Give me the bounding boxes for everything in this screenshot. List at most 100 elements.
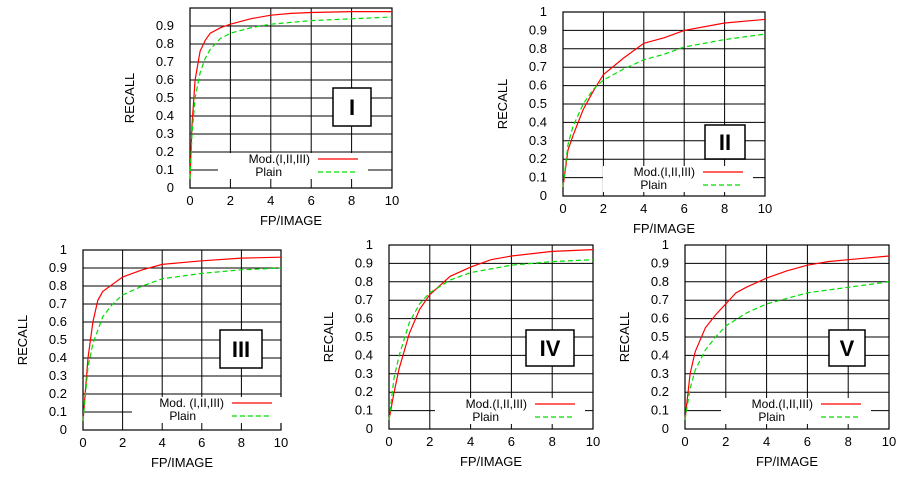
y-tick-label: 0.6 — [156, 72, 174, 87]
y-tick-label: 0 — [540, 188, 547, 203]
x-tick-label: 0 — [559, 201, 566, 216]
y-tick-label: 0.6 — [529, 78, 547, 93]
chart-panel-III: 0 2 4 6 8 10 0 0.1 0.2 0.3 0.4 0.5 0.6 0.7 0.8 0.9 1 FP/I… — [15, 242, 288, 470]
series-line-plain — [189, 16, 393, 180]
legend-label: Mod.(I,II,III) — [752, 397, 813, 411]
y-tick-label: 0.5 — [651, 329, 669, 344]
y-tick-label: 0.8 — [49, 278, 67, 293]
y-tick-label: 0.5 — [49, 332, 67, 347]
x-tick-label: 4 — [159, 435, 166, 450]
x-tick-label: 0 — [186, 193, 193, 208]
y-tick-label: 0 — [167, 180, 174, 195]
y-tick-label: 0.6 — [49, 314, 67, 329]
legend-background — [603, 179, 753, 192]
y-tick-label: 0.2 — [49, 386, 67, 401]
y-tick-label: 0.3 — [355, 366, 373, 381]
y-tick-label: 0.3 — [529, 133, 547, 148]
y-tick-label: 0.4 — [355, 347, 373, 362]
x-tick-label: 6 — [198, 435, 205, 450]
y-tick-label: 0.1 — [355, 403, 373, 418]
y-tick-label: 0.5 — [529, 96, 547, 111]
panel-label: II — [719, 130, 731, 155]
legend-label: Plain — [255, 165, 282, 179]
y-tick-label: 0.4 — [49, 350, 67, 365]
y-tick-label: 0.1 — [156, 162, 174, 177]
chart-panel-I: 0 2 4 6 8 10 0 0.1 0.2 0.3 0.4 0.5 0.6 0.7 0.8 0.9 FP/IM… — [122, 7, 399, 228]
y-tick-label: 0.2 — [355, 384, 373, 399]
y-tick-label: 0.1 — [49, 404, 67, 419]
y-axis-label: RECALL — [495, 79, 510, 130]
x-axis-label: FP/IMAGE — [151, 455, 213, 470]
x-tick-label: 6 — [804, 434, 811, 449]
y-tick-label: 0.9 — [355, 255, 373, 270]
legend-label: Plain — [472, 410, 499, 424]
legend-label: Mod.(I,II,III) — [249, 152, 310, 166]
x-tick-label: 2 — [600, 201, 607, 216]
chart-panel-V: 0 2 4 6 8 10 0 0.1 0.2 0.3 0.4 0.5 0.6 0.7 0.8 0.9 1 FP/I… — [617, 237, 896, 469]
y-tick-label: 0 — [366, 421, 373, 436]
legend-background — [721, 411, 871, 424]
legend-background — [435, 398, 585, 411]
x-tick-label: 10 — [274, 435, 288, 450]
x-tick-label: 2 — [227, 193, 234, 208]
y-axis-label: RECALL — [617, 312, 632, 363]
y-tick-label: 0.8 — [355, 274, 373, 289]
x-tick-label: 2 — [722, 434, 729, 449]
x-tick-label: 0 — [681, 434, 688, 449]
y-tick-label: 0.9 — [49, 260, 67, 275]
y-tick-label: 0.7 — [355, 292, 373, 307]
y-tick-label: 0.9 — [156, 18, 174, 33]
series-line-plain — [562, 33, 766, 187]
y-tick-label: 0.4 — [529, 114, 547, 129]
legend-background — [218, 153, 368, 166]
x-tick-label: 10 — [385, 193, 399, 208]
y-tick-label: 0.3 — [49, 368, 67, 383]
x-tick-label: 4 — [267, 193, 274, 208]
y-tick-label: 0.4 — [651, 347, 669, 362]
plot-frame — [684, 244, 890, 430]
y-tick-label: 0.6 — [355, 311, 373, 326]
chart-panel-II: 0 2 4 6 8 10 0 0.1 0.2 0.3 0.4 0.5 0.6 0.7 0.8 0.9 1 FP/I… — [495, 4, 772, 236]
y-tick-label: 0.2 — [529, 151, 547, 166]
series-line-modified — [562, 18, 766, 187]
y-tick-label: 1 — [540, 4, 547, 19]
x-tick-label: 2 — [119, 435, 126, 450]
x-tick-label: 2 — [426, 434, 433, 449]
y-tick-label: 0.1 — [651, 403, 669, 418]
series-line-plain — [684, 281, 890, 420]
plot-frame — [82, 249, 282, 431]
legend-label: Plain — [758, 410, 785, 424]
x-tick-label: 10 — [882, 434, 896, 449]
y-tick-label: 0.6 — [651, 311, 669, 326]
x-tick-label: 8 — [549, 434, 556, 449]
legend-label: Mod. (I,II,III) — [159, 396, 224, 410]
legend-background — [218, 166, 368, 179]
y-tick-label: 0.5 — [156, 90, 174, 105]
series-line-plain — [388, 259, 594, 420]
x-tick-label: 4 — [763, 434, 770, 449]
x-axis-label: FP/IMAGE — [260, 213, 322, 228]
x-tick-label: 10 — [586, 434, 600, 449]
series-line-modified — [684, 255, 890, 420]
panel-label-box — [332, 87, 372, 127]
legend-background — [132, 410, 282, 423]
y-tick-label: 0.7 — [529, 59, 547, 74]
legend-background — [435, 411, 585, 424]
legend-label: Plain — [640, 178, 667, 192]
x-axis-label: FP/IMAGE — [460, 454, 522, 469]
x-tick-label: 8 — [721, 201, 728, 216]
x-tick-label: 6 — [308, 193, 315, 208]
y-tick-label: 0.4 — [156, 108, 174, 123]
x-tick-label: 6 — [681, 201, 688, 216]
x-tick-label: 4 — [467, 434, 474, 449]
plot-frame — [562, 11, 766, 197]
y-tick-label: 0.8 — [156, 36, 174, 51]
legend-background — [603, 166, 753, 179]
y-tick-label: 0.3 — [651, 366, 669, 381]
y-tick-label: 0 — [662, 421, 669, 436]
x-tick-label: 8 — [845, 434, 852, 449]
legend-label: Mod.(I,II,III) — [634, 165, 695, 179]
x-tick-label: 10 — [758, 201, 772, 216]
x-tick-label: 4 — [640, 201, 647, 216]
